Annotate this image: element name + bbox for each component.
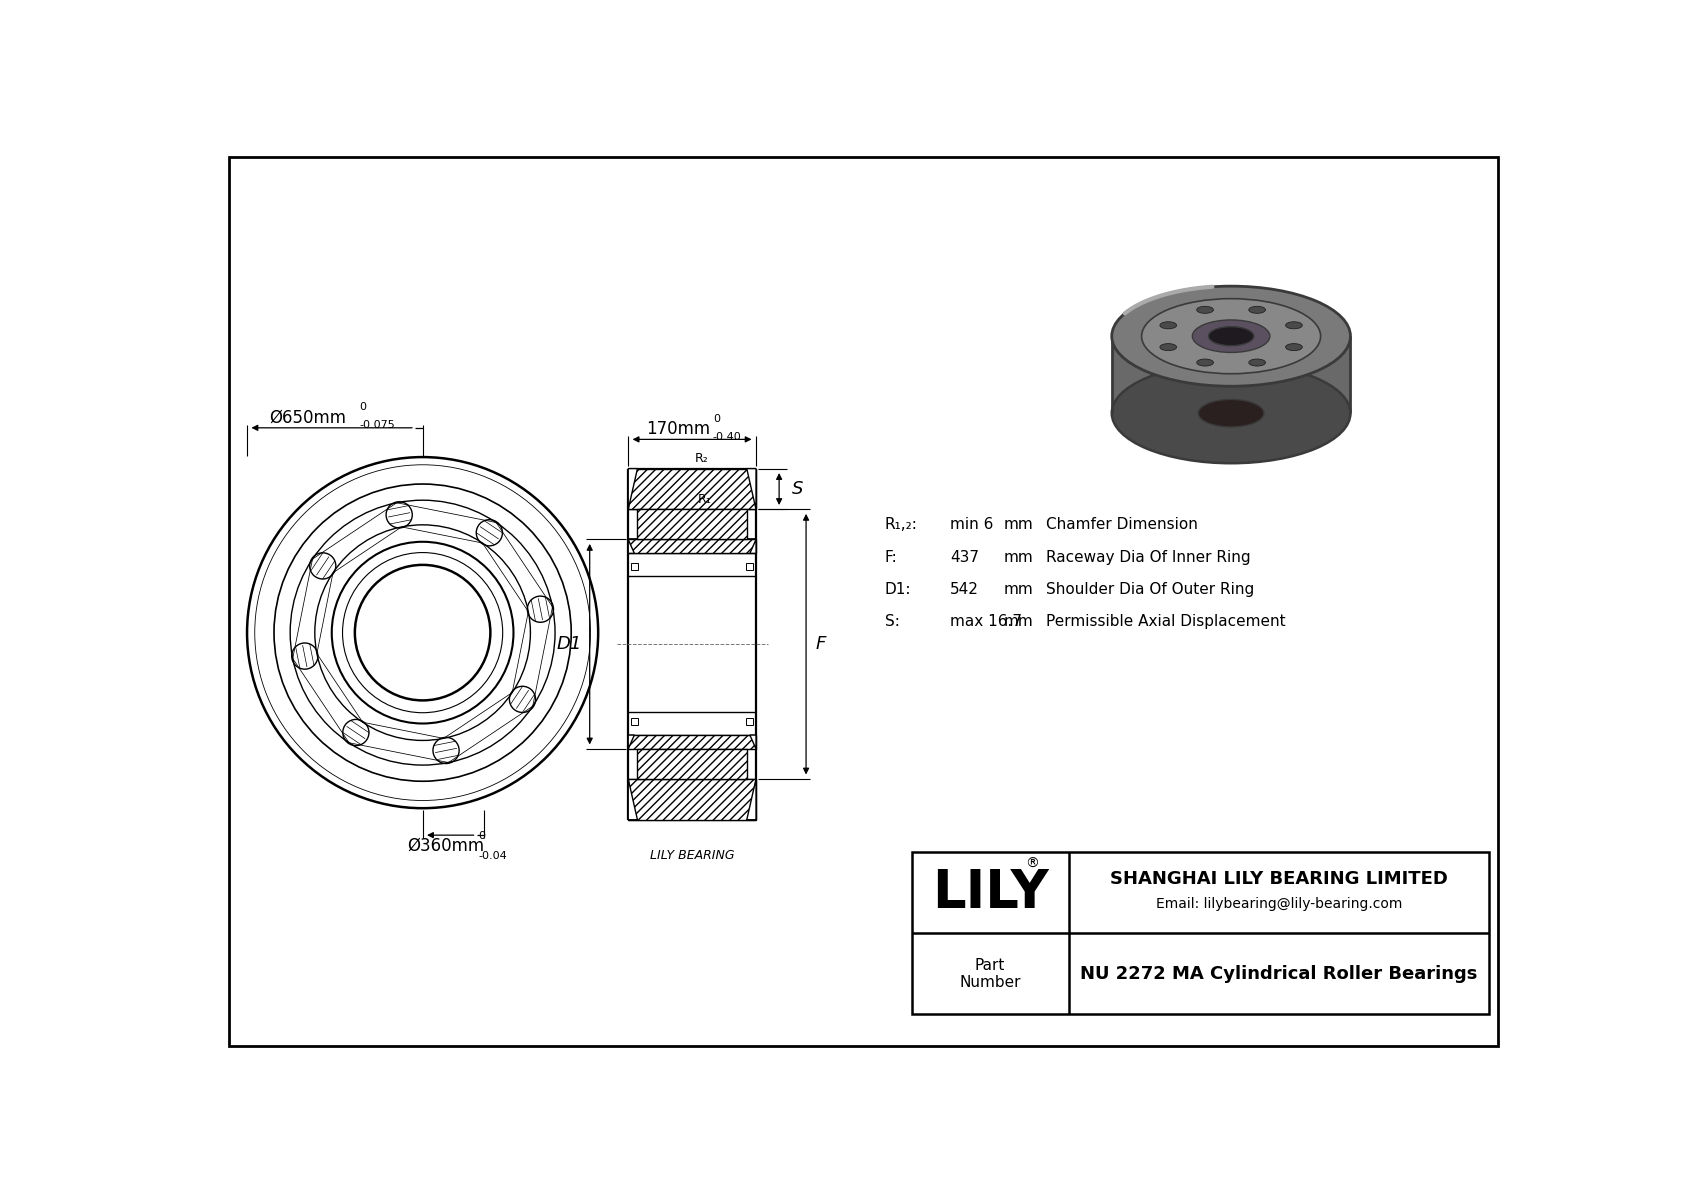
Bar: [632, 718, 638, 725]
Ellipse shape: [1111, 363, 1351, 463]
Text: S:: S:: [884, 615, 899, 629]
Polygon shape: [749, 735, 756, 749]
Polygon shape: [746, 468, 756, 510]
Text: Shoulder Dia Of Outer Ring: Shoulder Dia Of Outer Ring: [1046, 582, 1255, 597]
Ellipse shape: [1250, 306, 1265, 313]
Text: 437: 437: [950, 550, 978, 565]
Ellipse shape: [1192, 320, 1270, 353]
Ellipse shape: [1142, 299, 1320, 374]
Text: 0: 0: [478, 831, 485, 841]
Polygon shape: [628, 779, 638, 819]
Text: Part
Number: Part Number: [960, 958, 1021, 990]
Text: D1:: D1:: [884, 582, 911, 597]
Polygon shape: [628, 468, 638, 510]
Text: 542: 542: [950, 582, 978, 597]
Bar: [746, 718, 753, 725]
Text: R₂: R₂: [694, 451, 709, 464]
Bar: [632, 563, 638, 570]
Text: LILY BEARING: LILY BEARING: [650, 849, 734, 862]
Ellipse shape: [1209, 326, 1255, 345]
Ellipse shape: [1250, 358, 1265, 366]
Text: Chamfer Dimension: Chamfer Dimension: [1046, 517, 1199, 532]
Text: ®: ®: [1026, 858, 1039, 872]
Ellipse shape: [1160, 322, 1177, 329]
Text: R₁,₂:: R₁,₂:: [884, 517, 918, 532]
Text: 0: 0: [712, 414, 719, 424]
Text: -0.40: -0.40: [712, 432, 741, 442]
Text: 170mm: 170mm: [647, 420, 711, 438]
Text: F: F: [815, 635, 825, 653]
Text: mm: mm: [1004, 582, 1034, 597]
Text: min 6: min 6: [950, 517, 994, 532]
Text: LILY: LILY: [931, 867, 1049, 919]
Text: max 16.7: max 16.7: [950, 615, 1022, 629]
Text: F:: F:: [884, 550, 898, 565]
Bar: [628, 735, 756, 749]
Text: Email: lilybearing@lily-bearing.com: Email: lilybearing@lily-bearing.com: [1155, 897, 1403, 911]
Polygon shape: [746, 779, 756, 819]
Text: NU 2272 MA Cylindrical Roller Bearings: NU 2272 MA Cylindrical Roller Bearings: [1079, 965, 1477, 983]
Bar: [911, 852, 1489, 1014]
Ellipse shape: [1199, 399, 1265, 426]
Ellipse shape: [1285, 344, 1302, 350]
Bar: [1111, 336, 1351, 413]
Text: Ø650mm: Ø650mm: [269, 409, 347, 426]
Bar: [638, 749, 746, 779]
Text: SHANGHAI LILY BEARING LIMITED: SHANGHAI LILY BEARING LIMITED: [1110, 871, 1448, 888]
Ellipse shape: [1197, 358, 1214, 366]
Bar: [628, 540, 756, 554]
Polygon shape: [749, 540, 756, 554]
Bar: [628, 468, 756, 510]
Text: 0: 0: [359, 403, 367, 412]
Text: Ø360mm: Ø360mm: [408, 837, 485, 855]
Text: S: S: [791, 480, 803, 498]
Ellipse shape: [1111, 286, 1351, 386]
Polygon shape: [628, 735, 635, 749]
Bar: [638, 510, 746, 540]
Text: mm: mm: [1004, 517, 1034, 532]
Text: -0.075: -0.075: [359, 420, 396, 430]
Text: mm: mm: [1004, 550, 1034, 565]
Ellipse shape: [1197, 306, 1214, 313]
Ellipse shape: [1160, 344, 1177, 350]
Text: mm: mm: [1004, 615, 1034, 629]
Text: R₁: R₁: [697, 493, 711, 506]
Text: Raceway Dia Of Inner Ring: Raceway Dia Of Inner Ring: [1046, 550, 1251, 565]
Text: D1: D1: [557, 635, 583, 653]
Polygon shape: [628, 540, 635, 554]
Text: Permissible Axial Displacement: Permissible Axial Displacement: [1046, 615, 1287, 629]
Ellipse shape: [1285, 322, 1302, 329]
Bar: [746, 563, 753, 570]
Text: -0.04: -0.04: [478, 850, 507, 861]
Bar: [628, 779, 756, 819]
